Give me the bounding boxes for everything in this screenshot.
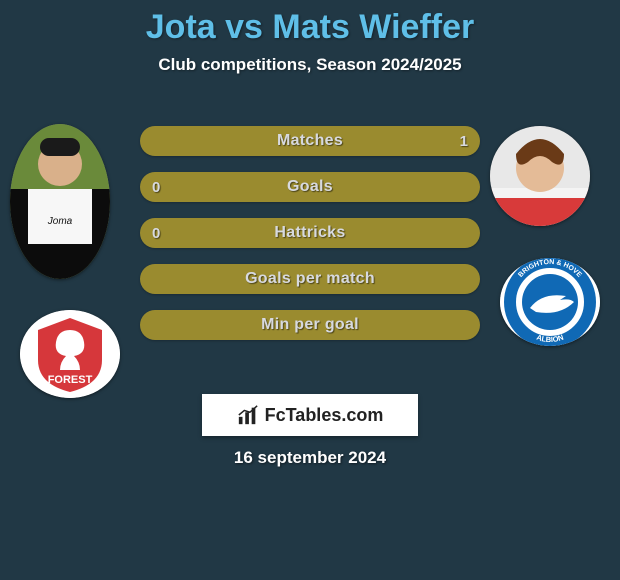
stat-bar-matches: Matches1 [140, 126, 480, 156]
club-left-crest: FOREST [20, 310, 120, 398]
stat-bar-goals-per-match: Goals per match [140, 264, 480, 294]
svg-text:FOREST: FOREST [48, 374, 93, 386]
comparison-title: Jota vs Mats Wieffer [0, 0, 620, 47]
club-right-crest-svg: BRIGHTON & HOVE ALBION [500, 258, 600, 346]
player-comparison-card: Jota vs Mats Wieffer Club competitions, … [0, 0, 620, 580]
stat-bar-hattricks: Hattricks0 [140, 218, 480, 248]
player-right-photo-placeholder [490, 126, 590, 226]
stat-bar-label: Matches [140, 132, 480, 150]
stat-bar-value-left: 0 [152, 225, 160, 242]
player-left-avatar: Joma [10, 124, 110, 279]
stat-bar-label: Goals [140, 178, 480, 196]
stat-bar-value-right: 1 [460, 133, 468, 150]
player-right-avatar [490, 126, 590, 226]
stat-bar-label: Goals per match [140, 270, 480, 288]
stat-bar-value-left: 0 [152, 179, 160, 196]
brand-chart-icon [237, 404, 259, 426]
comparison-subtitle: Club competitions, Season 2024/2025 [0, 55, 620, 75]
stat-bar-min-per-goal: Min per goal [140, 310, 480, 340]
brand-text: FcTables.com [265, 405, 384, 426]
date-stamp: 16 september 2024 [0, 448, 620, 468]
club-right-crest: BRIGHTON & HOVE ALBION [500, 258, 600, 346]
stat-bars: Matches1Goals0Hattricks0Goals per matchM… [140, 126, 480, 356]
svg-text:Joma: Joma [47, 216, 73, 227]
stat-bar-label: Min per goal [140, 316, 480, 334]
brand-badge: FcTables.com [202, 394, 418, 436]
player-left-photo-placeholder: Joma [10, 124, 110, 279]
stat-bar-label: Hattricks [140, 224, 480, 242]
stat-bar-goals: Goals0 [140, 172, 480, 202]
club-left-crest-svg: FOREST [20, 310, 120, 398]
